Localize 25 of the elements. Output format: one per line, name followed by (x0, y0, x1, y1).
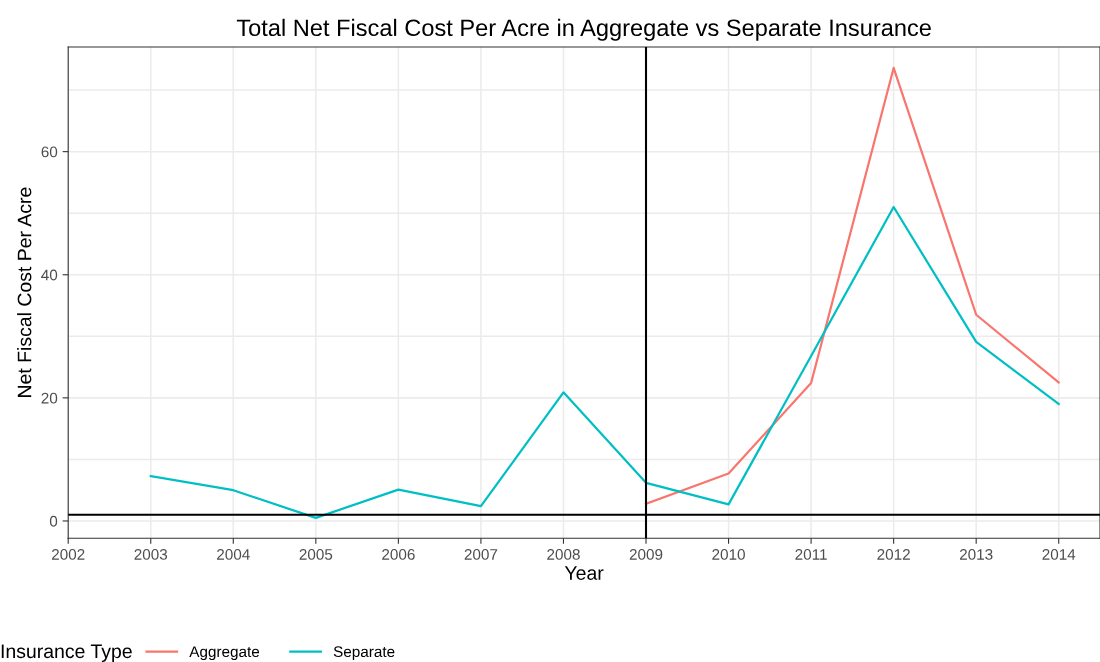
x-tick-label: 2013 (959, 549, 993, 560)
y-tick-label: 40 (41, 269, 58, 281)
line-series (644, 66, 1060, 505)
x-tick-label: 2012 (877, 549, 910, 560)
y-tick-label: 0 (49, 515, 58, 527)
legend-label: Separate (333, 646, 395, 661)
y-tick-label: 20 (41, 392, 58, 404)
x-tick-label: 2003 (134, 549, 168, 560)
legend-title: Insurance Type (1, 644, 132, 662)
legend-label: Aggregate (189, 646, 260, 661)
x-tick-label: 2004 (217, 549, 250, 560)
chart-title: Total Net Fiscal Cost Per Acre in Aggregate vs Separate Insurance (236, 18, 931, 41)
x-tick-label: 2002 (51, 549, 85, 560)
x-tick-label: 2009 (629, 549, 663, 560)
x-tick-label: 2010 (712, 549, 745, 560)
line-series (149, 205, 1060, 519)
x-tick-label: 2008 (547, 549, 580, 560)
x-tick-label: 2011 (795, 549, 827, 560)
x-tick-label: 2007 (464, 549, 498, 560)
x-axis-title: Year (564, 566, 604, 580)
y-tick-label: 60 (41, 146, 58, 158)
x-tick-label: 2014 (1042, 549, 1076, 560)
y-axis-title: Net Fiscal Cost Per Acre (17, 187, 32, 397)
x-tick-label: 2005 (299, 549, 333, 560)
x-tick-label: 2006 (382, 549, 415, 560)
